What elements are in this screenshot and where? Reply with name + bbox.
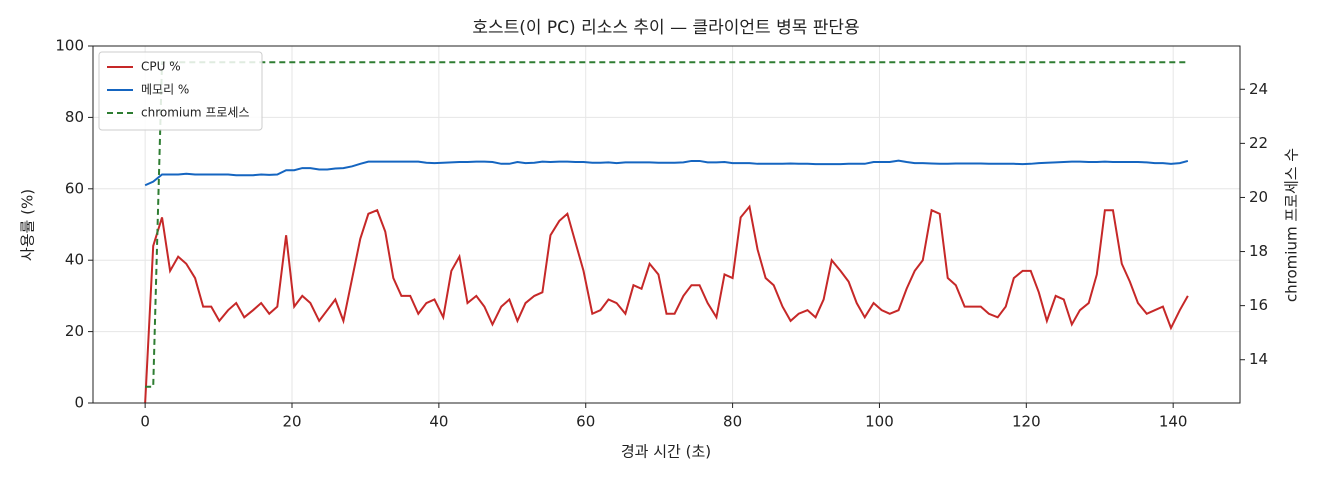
x-tick-label: 0 — [140, 413, 150, 431]
y-tick-label: 100 — [55, 37, 84, 55]
y2-tick-label: 20 — [1249, 188, 1268, 206]
chart-title: 호스트(이 PC) 리소스 추이 — 클라이언트 병목 판단용 — [472, 18, 859, 38]
x-tick-label: 100 — [865, 413, 894, 431]
legend-label: chromium 프로세스 — [141, 106, 250, 120]
x-tick-label: 60 — [576, 413, 595, 431]
y2-tick-label: 22 — [1249, 134, 1268, 152]
series-line — [144, 204, 1189, 404]
legend-box — [98, 51, 263, 131]
y-tick-label: 0 — [74, 394, 84, 412]
y2-tick-label: 18 — [1249, 242, 1268, 260]
x-tick-label: 40 — [429, 413, 448, 431]
y2-tick-label: 14 — [1249, 350, 1268, 368]
y2-tick-label: 16 — [1249, 296, 1268, 314]
y-tick-label: 40 — [65, 251, 84, 269]
y-axis-label: 사용률 (%) — [19, 189, 37, 261]
x-tick-label: 20 — [282, 413, 301, 431]
y-tick-label: 60 — [65, 179, 84, 197]
legend-label: CPU % — [141, 60, 181, 74]
x-tick-label: 140 — [1159, 413, 1188, 431]
legend-label: 메모리 % — [141, 83, 189, 97]
y2-axis-label: chromium 프로세스 수 — [1283, 148, 1301, 302]
x-tick-label: 80 — [723, 413, 742, 431]
y-tick-label: 80 — [65, 108, 84, 126]
y2-tick-label: 24 — [1249, 80, 1268, 98]
plot-frame — [92, 45, 1241, 404]
x-tick-label: 120 — [1012, 413, 1041, 431]
x-axis-label: 경과 시간 (초) — [621, 443, 711, 461]
series-line — [145, 61, 1188, 388]
series-line — [144, 159, 1189, 187]
y-tick-label: 20 — [65, 322, 84, 340]
